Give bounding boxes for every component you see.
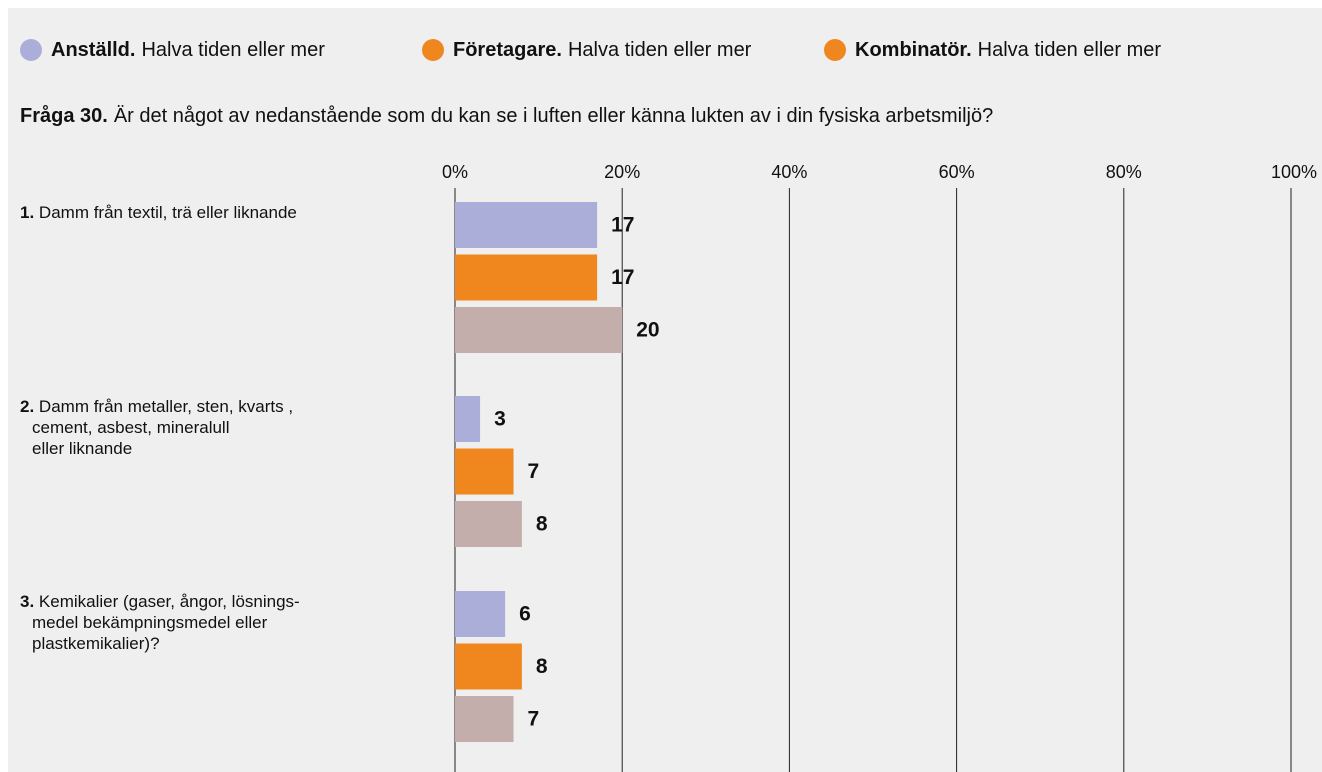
category-number: 2. <box>20 397 35 416</box>
category-label: 1. Damm från textil, trä eller liknande <box>20 202 452 223</box>
legend-description: Halva tiden eller mer <box>568 39 752 61</box>
legend-marker <box>422 39 444 61</box>
chart-title: Fråga 30. Är det något av nedanstående so… <box>20 104 993 127</box>
value-label: 17 <box>611 266 634 289</box>
value-label: 3 <box>494 408 506 431</box>
legend-label: Anställd. Halva tiden eller mer <box>51 39 325 61</box>
bar <box>455 448 514 495</box>
bar <box>455 396 481 442</box>
bar <box>455 501 522 547</box>
bar <box>455 643 522 690</box>
value-label: 7 <box>528 708 540 731</box>
value-label: 8 <box>536 513 548 536</box>
category-text: Damm från metaller, sten, kvarts , cemen… <box>32 397 294 458</box>
legend-name: Kombinatör. <box>855 39 972 61</box>
category-text: Damm från textil, trä eller liknande <box>38 203 297 222</box>
chart-panel <box>8 8 1322 772</box>
bar <box>455 696 514 742</box>
title-prefix: Fråga 30. <box>20 104 108 127</box>
value-label: 8 <box>536 655 548 678</box>
legend-description: Halva tiden eller mer <box>141 39 325 61</box>
category-text: Kemikalier (gaser, ångor, lösnings- mede… <box>32 592 300 653</box>
bar <box>455 591 506 637</box>
value-label: 7 <box>528 460 540 483</box>
value-label: 17 <box>611 214 634 237</box>
title-text: Är det något av nedanstående som du kan … <box>114 105 993 127</box>
x-tick-label: 60% <box>939 162 975 182</box>
legend-description: Halva tiden eller mer <box>978 39 1162 61</box>
legend-name: Företagare. <box>453 39 562 61</box>
bar <box>455 254 598 301</box>
category-label: 2. Damm från metaller, sten, kvarts , ce… <box>20 396 452 459</box>
x-tick-label: 100% <box>1271 162 1317 182</box>
value-label: 6 <box>519 603 531 626</box>
value-label: 20 <box>636 319 659 342</box>
legend-label: Kombinatör. Halva tiden eller mer <box>855 39 1161 61</box>
x-tick-label: 0% <box>442 162 468 182</box>
bar <box>455 202 598 248</box>
category-label: 3. Kemikalier (gaser, ångor, lösnings- m… <box>20 591 452 654</box>
category-number: 3. <box>20 592 35 611</box>
legend-marker <box>824 39 846 61</box>
category-number: 1. <box>20 203 35 222</box>
x-tick-label: 20% <box>604 162 640 182</box>
legend-name: Anställd. <box>51 39 135 61</box>
legend-marker <box>20 39 42 61</box>
x-tick-label: 40% <box>771 162 807 182</box>
legend-label: Företagare. Halva tiden eller mer <box>453 39 752 61</box>
bar <box>455 307 623 353</box>
x-tick-label: 80% <box>1106 162 1142 182</box>
